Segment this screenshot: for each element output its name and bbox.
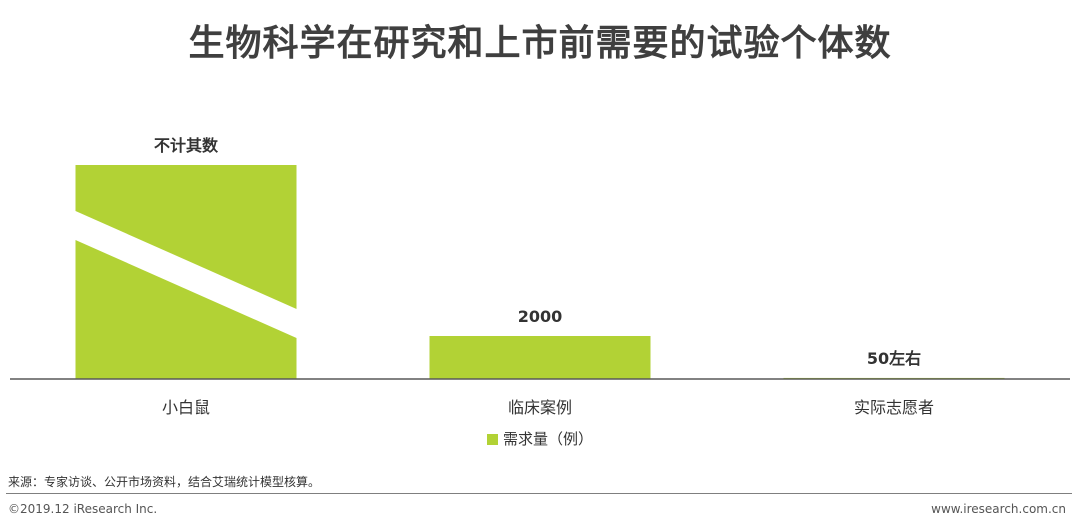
legend-swatch — [486, 434, 498, 445]
website-url: www.iresearch.com.cn — [931, 502, 1066, 516]
copyright-text: ©2019.12 iResearch Inc. — [8, 502, 158, 516]
footer-divider — [6, 493, 1072, 494]
category-label-临床案例: 临床案例 — [508, 398, 572, 417]
bar-break — [75, 211, 297, 338]
data-label-实际志愿者: 50左右 — [867, 349, 921, 368]
bars-layer — [75, 165, 1005, 379]
bar-临床案例 — [429, 336, 651, 379]
source-note: 来源：专家访谈、公开市场资料，结合艾瑞统计模型核算。 — [8, 475, 321, 489]
category-label-小白鼠: 小白鼠 — [162, 398, 210, 417]
legend: 需求量（例） — [0, 428, 1080, 449]
data-label-临床案例: 2000 — [518, 307, 563, 326]
data-label-小白鼠: 不计其数 — [154, 136, 219, 155]
chart-title: 生物科学在研究和上市前需要的试验个体数 — [188, 23, 892, 64]
category-label-实际志愿者: 实际志愿者 — [854, 398, 934, 417]
legend-label: 需求量（例） — [502, 430, 593, 448]
